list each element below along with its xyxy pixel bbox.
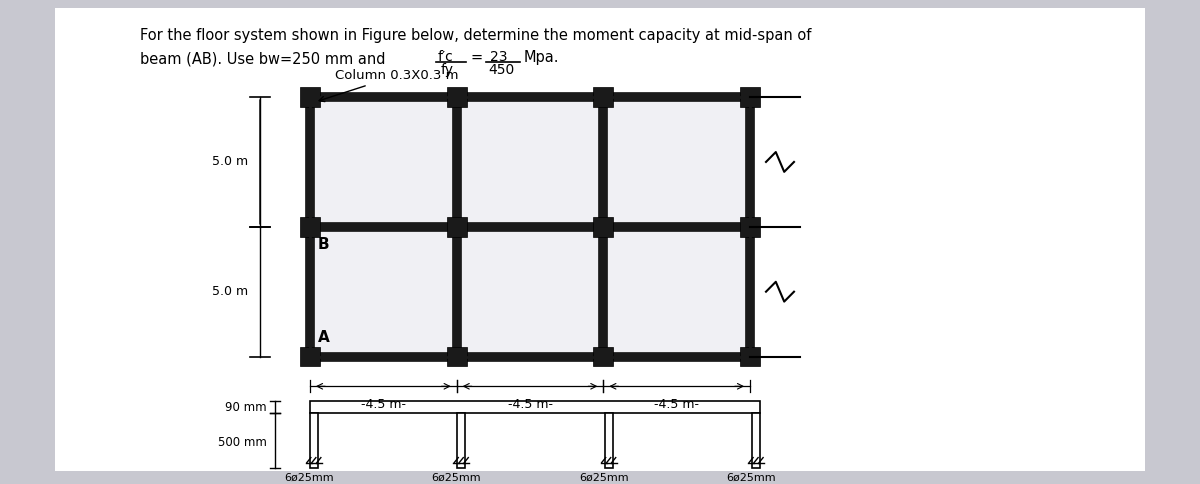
Bar — [446, 87, 467, 107]
Text: For the floor system shown in Figure below, determine the moment capacity at mid: For the floor system shown in Figure bel… — [140, 28, 811, 43]
Text: 6ø25mm: 6ø25mm — [578, 472, 629, 483]
Bar — [593, 347, 613, 366]
Bar — [605, 413, 612, 468]
Bar — [593, 217, 613, 237]
Text: 90 mm: 90 mm — [226, 401, 266, 414]
Text: fy: fy — [442, 63, 454, 77]
Text: -4.5 m-: -4.5 m- — [361, 398, 406, 411]
Text: Column 0.3X0.3 m: Column 0.3X0.3 m — [319, 69, 458, 102]
Text: Mpa.: Mpa. — [524, 49, 559, 64]
Bar — [752, 413, 760, 468]
Text: B: B — [318, 237, 330, 252]
Text: beam (AB). Use bw=250 mm and: beam (AB). Use bw=250 mm and — [140, 51, 390, 66]
Text: 6ø25mm: 6ø25mm — [726, 472, 776, 483]
Text: 450: 450 — [488, 63, 515, 77]
Text: =: = — [470, 49, 482, 64]
Text: f′c: f′c — [438, 49, 454, 63]
Text: 23: 23 — [490, 49, 508, 63]
Text: -4.5 m-: -4.5 m- — [654, 398, 700, 411]
Text: 6ø25mm: 6ø25mm — [284, 472, 334, 483]
Bar — [310, 401, 760, 413]
Bar — [740, 217, 760, 237]
Bar — [593, 87, 613, 107]
Text: 500 mm: 500 mm — [218, 436, 266, 449]
Text: A: A — [318, 330, 330, 345]
Bar — [310, 97, 750, 357]
Bar — [740, 87, 760, 107]
Text: 6ø25mm: 6ø25mm — [432, 472, 481, 483]
Bar — [310, 97, 750, 357]
Bar — [446, 347, 467, 366]
Bar — [300, 217, 320, 237]
Bar — [740, 347, 760, 366]
Text: 5.0 m: 5.0 m — [212, 155, 248, 168]
Bar — [300, 87, 320, 107]
Bar — [300, 347, 320, 366]
Bar — [457, 413, 466, 468]
Text: 5.0 m: 5.0 m — [212, 285, 248, 298]
Bar — [446, 217, 467, 237]
Text: -4.5 m-: -4.5 m- — [508, 398, 552, 411]
Bar — [310, 413, 318, 468]
